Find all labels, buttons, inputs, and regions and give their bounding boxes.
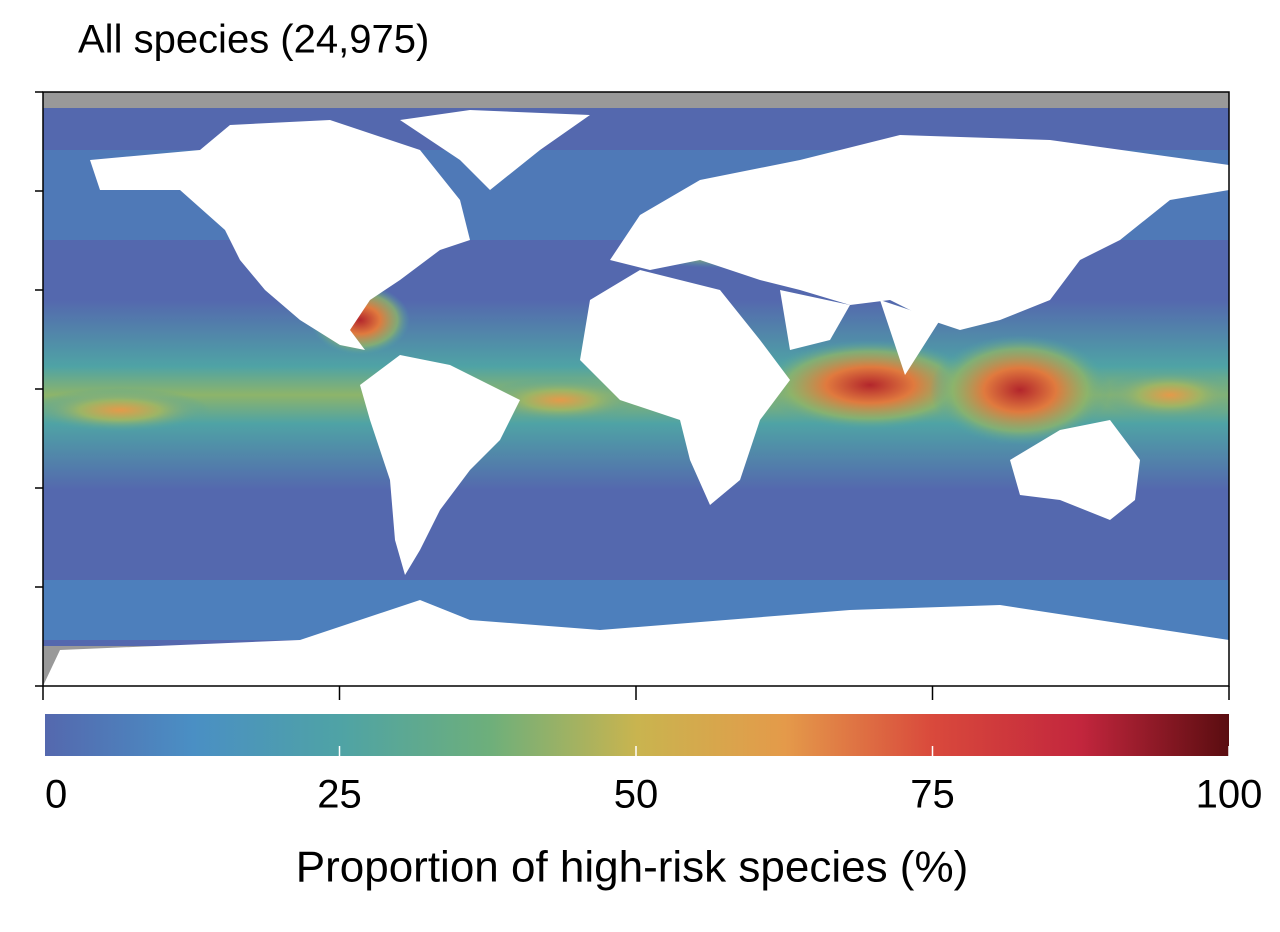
hotspot [930,335,1110,445]
colorbar [45,714,1229,756]
hotspot [760,340,980,430]
eurasia [610,135,1229,330]
no-data [43,92,1229,108]
india [880,300,940,375]
africa [580,270,790,505]
south-america [360,355,520,575]
map [43,92,1229,686]
australia [1010,420,1140,520]
colorbar-label: Proportion of high-risk species (%) [296,843,968,892]
antarctica [43,600,1229,686]
arabia [780,290,850,350]
north-america [90,120,470,350]
colorbar-tick-label: 0 [45,773,67,817]
hotspot [1100,370,1229,420]
hotspot [43,388,210,432]
hotspot [480,378,640,422]
greenland [400,110,590,190]
map-title: All species (24,975) [78,18,429,62]
colorbar-tick-label: 50 [614,773,659,817]
colorbar-tick-label: 25 [317,773,362,817]
colorbar-tick-label: 100 [1196,773,1263,817]
left-ticks [35,91,43,687]
colorbar-tick-label: 75 [910,773,955,817]
